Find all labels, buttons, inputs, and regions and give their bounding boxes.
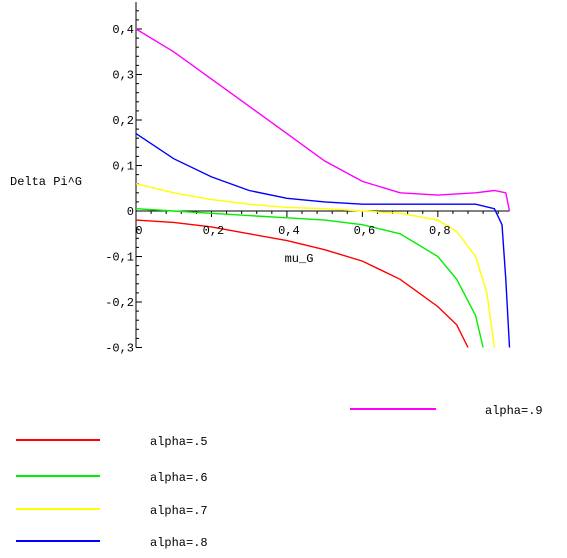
x-tick-label: 0,4 [278,224,300,238]
y-tick-label: -0,3 [105,342,134,356]
series-line-alpha-7 [135,183,496,348]
y-tick-label: 0,3 [112,69,134,83]
x-tick-label: 0,6 [354,224,376,238]
y-axis-label: Delta Pi^G [10,175,82,189]
x-axis-label: mu_G [285,252,314,266]
y-tick-label: 0,1 [112,160,134,174]
y-tick-label: -0,2 [105,296,134,310]
x-tick-label: 0 [135,224,142,238]
y-tick-label: 0 [127,205,134,219]
y-tick-label: 0,4 [112,23,134,37]
series-line-alpha-6 [135,208,484,348]
tick-labels: 0,40,30,20,10-0,1-0,2-0,30 0,2 0,4 0,6 0,8 [105,23,450,356]
y-axis-ticks [136,10,142,348]
series-line-alpha-8 [135,133,511,348]
series-layer [135,28,511,348]
x-tick-label: 0,8 [429,224,451,238]
series-line-alpha-9 [135,28,511,212]
y-tick-label: 0,2 [112,114,134,128]
y-tick-label: -0,1 [105,251,134,265]
x-tick-label: 0,2 [203,224,225,238]
series-line-alpha-5 [135,219,469,348]
chart-axes [135,2,510,348]
